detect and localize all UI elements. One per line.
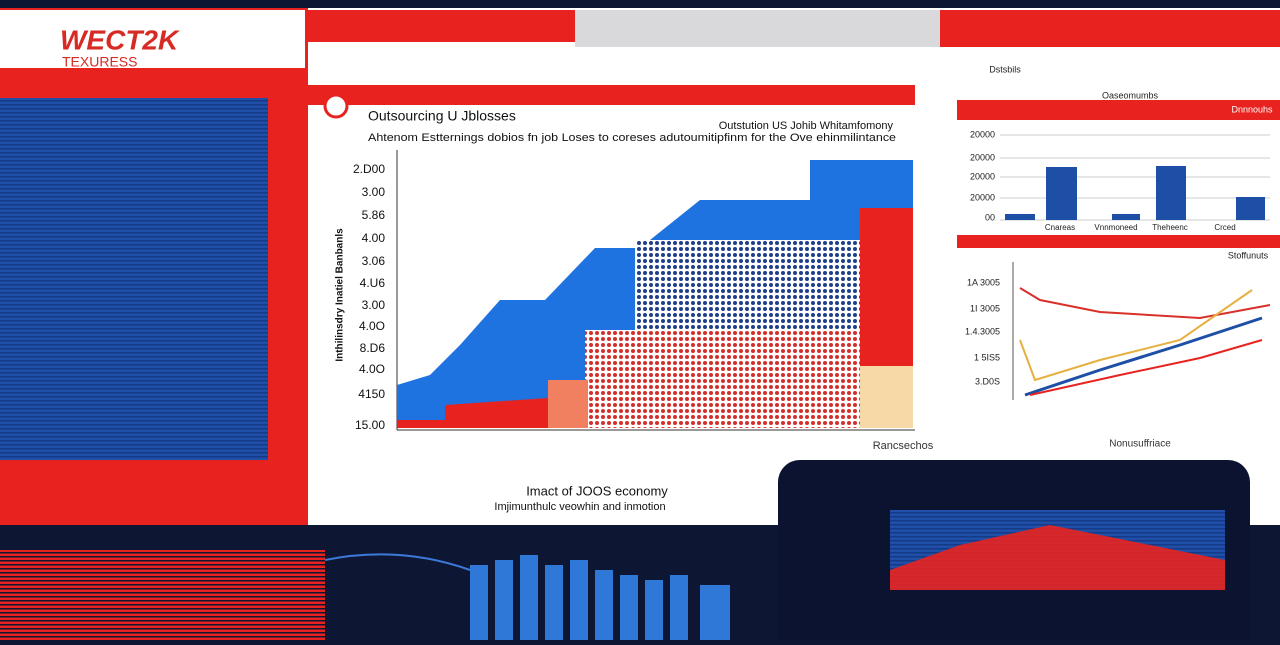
line bbox=[1024, 316, 1263, 397]
y-label: 4.U6 bbox=[360, 276, 386, 290]
red-band bbox=[308, 85, 915, 105]
y-label: 20000 bbox=[970, 192, 995, 202]
legend: Dnnnouhs bbox=[1231, 104, 1273, 114]
x-label: Cnareas bbox=[1045, 223, 1075, 232]
y-label: 3.D0S bbox=[975, 376, 1000, 386]
area bbox=[397, 398, 548, 428]
main-title: Outsourcing U Jblosses bbox=[368, 108, 516, 124]
columns bbox=[470, 555, 730, 640]
line bbox=[1029, 339, 1263, 396]
x-axis-title: Rancsechos bbox=[873, 440, 934, 452]
main-subtitle: Ahtenom Estternings dobios fn job Loses … bbox=[368, 132, 896, 144]
caption: Imact of JOOS economy bbox=[526, 483, 668, 498]
y-label: 1I 3005 bbox=[970, 303, 1000, 313]
y-label: 20000 bbox=[970, 171, 995, 181]
y-label: 1 5IS5 bbox=[974, 352, 1000, 362]
y-label: 00 bbox=[985, 212, 995, 222]
area bbox=[860, 208, 913, 366]
area bbox=[860, 366, 913, 428]
y-axis-title: Inthilinsdry Inatiel Banbanls bbox=[335, 228, 346, 362]
y-label: 5.86 bbox=[362, 208, 386, 222]
x-label: Theheenc bbox=[1152, 223, 1188, 232]
x-label: Vnnmoneed bbox=[1094, 223, 1137, 232]
top-bar bbox=[575, 10, 940, 47]
y-label: 3.00 bbox=[362, 298, 386, 312]
red-band bbox=[957, 235, 1280, 248]
y-label: 4150 bbox=[358, 387, 385, 401]
red-stripes bbox=[0, 550, 325, 640]
y-label: 3.00 bbox=[362, 185, 386, 199]
logo-sub: TEXURESS bbox=[62, 54, 137, 70]
y-label: 4.0O bbox=[359, 362, 385, 376]
x-axis-title: Nonusuffriace bbox=[1109, 439, 1171, 450]
wave bbox=[324, 553, 471, 571]
panel-title: Stoffunuts bbox=[1228, 250, 1269, 260]
line bbox=[1019, 287, 1271, 320]
y-label: 8.D6 bbox=[360, 341, 386, 355]
bars bbox=[1005, 166, 1265, 220]
red-band bbox=[957, 100, 1280, 120]
logo-box bbox=[0, 10, 305, 68]
x-label: Crced bbox=[1214, 223, 1235, 232]
blue-panel bbox=[0, 98, 268, 460]
y-label: 20000 bbox=[970, 152, 995, 162]
caption-sub: Imjimunthulc veowhin and inmotion bbox=[494, 501, 665, 513]
y-label: 2.D00 bbox=[353, 162, 385, 176]
logo: WECT2K bbox=[60, 24, 180, 55]
y-label: 4.00 bbox=[362, 231, 386, 245]
pattern-area bbox=[585, 330, 860, 428]
top-bar bbox=[308, 10, 575, 42]
y-label: 15.00 bbox=[355, 418, 385, 432]
panel-title: Dstsbils bbox=[989, 64, 1021, 74]
main-subtitle-right: Outstution US Johib Whitamfomony bbox=[719, 120, 894, 132]
icon bbox=[323, 93, 349, 119]
panel-subtitle: Oaseomumbs bbox=[1102, 90, 1159, 100]
y-label: 3.06 bbox=[362, 254, 386, 268]
y-label: 20000 bbox=[970, 129, 995, 139]
y-label: 1A 3005 bbox=[967, 277, 1000, 287]
top-bar bbox=[940, 10, 1280, 47]
line bbox=[1019, 289, 1253, 382]
y-label: 4.0O bbox=[359, 319, 385, 333]
y-label: 1.4.3005 bbox=[965, 326, 1000, 336]
red-mountain bbox=[890, 525, 1225, 590]
area bbox=[548, 380, 588, 428]
